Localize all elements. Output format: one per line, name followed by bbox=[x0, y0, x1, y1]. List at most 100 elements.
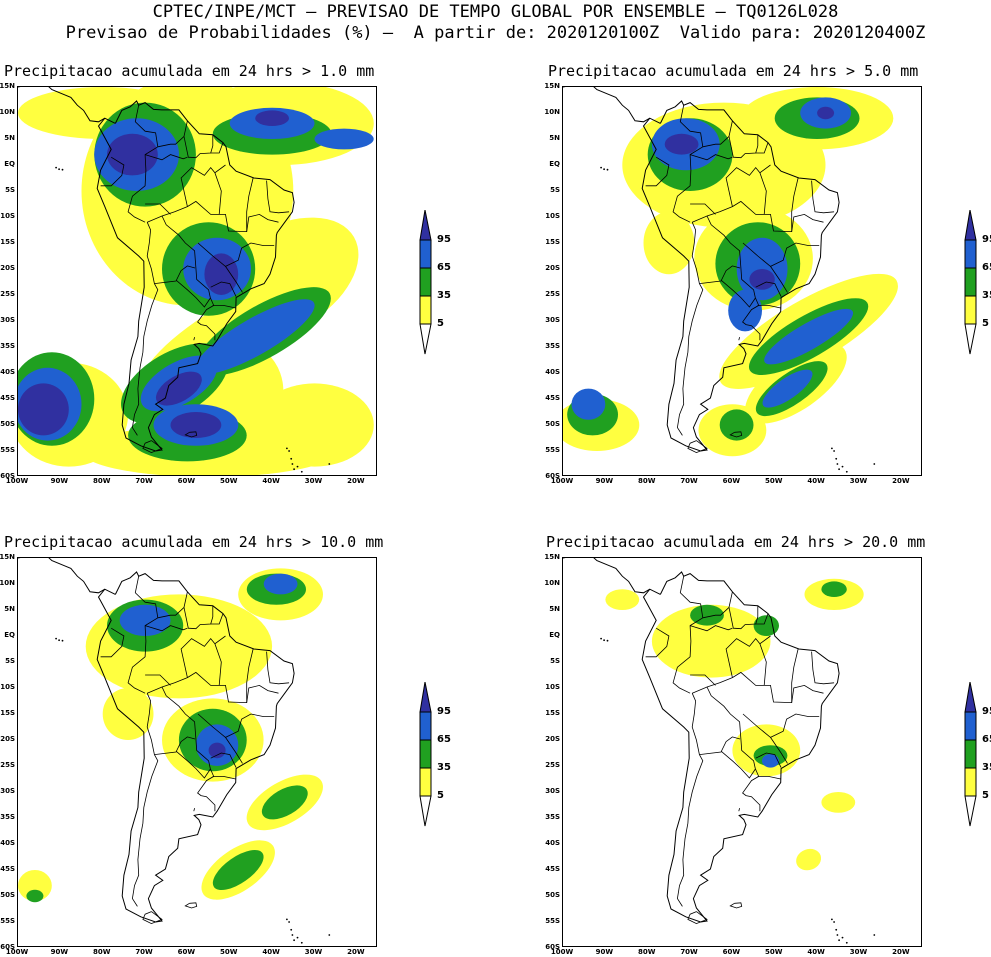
prob-area-c35 bbox=[261, 785, 308, 820]
island-dot bbox=[328, 463, 331, 465]
colorbar-label: 35 bbox=[437, 762, 451, 773]
island-dot bbox=[291, 463, 294, 465]
prob-area-c95 bbox=[255, 110, 289, 126]
border-line bbox=[157, 607, 185, 619]
colorbar-label: 5 bbox=[437, 790, 444, 801]
colorbar-seg-65 bbox=[964, 711, 977, 741]
prob-area-c65 bbox=[764, 308, 854, 365]
border-line bbox=[210, 613, 224, 625]
lat-label: 20S bbox=[545, 264, 560, 272]
lat-label: 20S bbox=[545, 735, 560, 743]
lon-label: 80W bbox=[637, 477, 656, 485]
border-line bbox=[144, 625, 188, 632]
border-line bbox=[197, 242, 275, 267]
prob-area-c65 bbox=[263, 573, 298, 595]
border-line bbox=[689, 625, 733, 632]
prob-area-c5 bbox=[651, 604, 771, 678]
lat-label: 25S bbox=[545, 290, 560, 298]
lon-label: 20W bbox=[347, 477, 365, 485]
lat-label: 10S bbox=[0, 212, 15, 220]
lon-label: 20W bbox=[892, 948, 910, 956]
lat-label: 60S bbox=[0, 472, 15, 480]
border-line bbox=[147, 686, 216, 812]
lat-label: 40S bbox=[545, 368, 560, 376]
lat-label: 5S bbox=[550, 186, 560, 194]
border-line bbox=[210, 752, 237, 768]
prob-area-c95 bbox=[107, 133, 158, 176]
lat-label: 10S bbox=[545, 683, 560, 691]
lon-label: 100W bbox=[5, 948, 29, 956]
border-line bbox=[161, 206, 188, 217]
prob-area-c35 bbox=[212, 849, 264, 891]
lon-label: 90W bbox=[50, 477, 69, 485]
border-line bbox=[246, 648, 254, 703]
border-line bbox=[127, 576, 159, 694]
lat-label: 30S bbox=[0, 316, 15, 324]
island-dot bbox=[606, 168, 609, 171]
colorbar-label: 95 bbox=[437, 706, 451, 717]
lat-label: 50S bbox=[0, 891, 15, 899]
border-line bbox=[127, 105, 159, 223]
prob-area-c65 bbox=[762, 369, 813, 408]
lat-label: 60S bbox=[545, 943, 560, 951]
lat-label: 10N bbox=[0, 579, 15, 587]
border-line bbox=[759, 164, 771, 215]
lat-label: 10S bbox=[0, 683, 15, 691]
border-line bbox=[100, 156, 125, 187]
colorbar-label: 5 bbox=[437, 318, 444, 329]
border-line bbox=[811, 651, 835, 685]
island-dot bbox=[841, 936, 844, 939]
colorbar-seg-35 bbox=[419, 267, 432, 297]
island-dot bbox=[286, 918, 288, 921]
island-dot bbox=[838, 939, 840, 942]
prob-area-c5 bbox=[605, 589, 640, 610]
lat-label: 15S bbox=[0, 238, 15, 246]
lat-label: 5N bbox=[549, 134, 560, 142]
border-line bbox=[197, 713, 275, 738]
continent-outline bbox=[96, 571, 295, 923]
colorbar-cap-top bbox=[419, 209, 432, 241]
border-line bbox=[193, 808, 195, 812]
colorbar-2: 95 65 35 5 bbox=[963, 209, 991, 356]
header-subtitle: Previsao de Probabilidades (%) – A parti… bbox=[65, 23, 926, 43]
colorbar-label: 35 bbox=[982, 290, 991, 301]
border-line bbox=[755, 281, 782, 297]
lon-label: 50W bbox=[765, 477, 783, 485]
lon-label: 90W bbox=[595, 477, 614, 485]
lon-label: 70W bbox=[680, 948, 698, 956]
lat-label: 5S bbox=[5, 657, 15, 665]
border-line bbox=[225, 737, 243, 764]
lat-label: 45S bbox=[0, 394, 15, 402]
colorbar-label: 65 bbox=[437, 262, 451, 273]
border-line bbox=[193, 337, 195, 341]
border-line bbox=[180, 637, 216, 678]
prob-area-c65 bbox=[195, 299, 315, 374]
lat-label: EQ bbox=[549, 631, 560, 639]
lat-label: 30S bbox=[0, 787, 15, 795]
island-dot bbox=[606, 639, 609, 642]
border-line bbox=[690, 203, 716, 215]
lat-label: 5N bbox=[4, 605, 15, 613]
border-line bbox=[210, 142, 224, 154]
panel-title-2: Precipitacao acumulada em 24 hrs > 5.0 m… bbox=[548, 62, 919, 80]
colorbar-svg bbox=[964, 681, 977, 827]
lon-label: 90W bbox=[50, 948, 69, 956]
lon-label: 30W bbox=[304, 948, 323, 956]
border-line bbox=[791, 177, 799, 232]
colorbar-cap-bottom bbox=[419, 323, 432, 355]
island-dot bbox=[290, 928, 293, 931]
lat-label: 15S bbox=[545, 709, 560, 717]
border-line bbox=[732, 200, 824, 233]
lon-label: 40W bbox=[807, 477, 825, 485]
continent-outline bbox=[641, 571, 840, 923]
island-dot bbox=[845, 941, 848, 944]
border-line bbox=[706, 206, 733, 217]
lon-label: 60W bbox=[177, 477, 196, 485]
border-line bbox=[732, 671, 824, 704]
lat-label: EQ bbox=[4, 631, 15, 639]
lat-label: 35S bbox=[545, 342, 560, 350]
island-dot bbox=[600, 166, 602, 169]
island-outline bbox=[142, 911, 163, 925]
colorbar-cap-top bbox=[964, 681, 977, 713]
island-outline bbox=[729, 431, 743, 438]
